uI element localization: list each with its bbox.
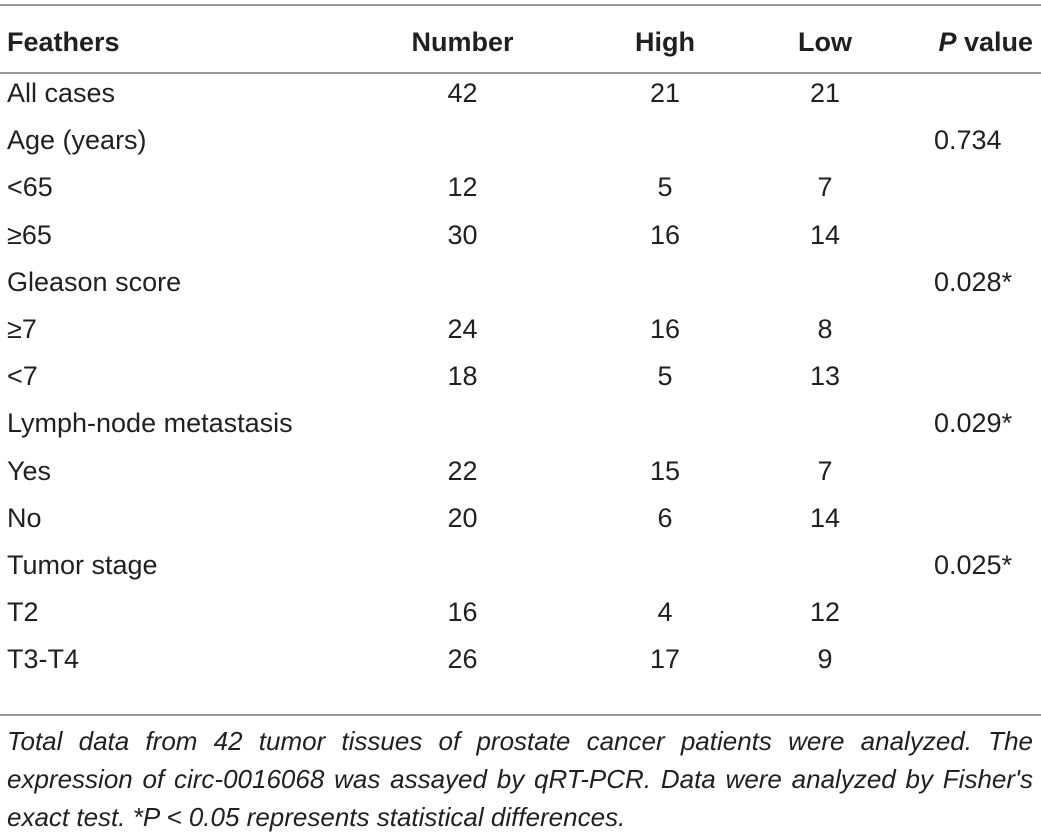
row-label: No [7, 502, 42, 533]
table-row: T3-T4 26 17 9 [0, 636, 1041, 683]
header-feathers: Feathers [7, 26, 120, 57]
p-value-cell [905, 353, 1041, 400]
number-cell: 24 [447, 314, 478, 345]
high-cell: 21 [649, 78, 681, 109]
low-cell [745, 400, 905, 447]
number-cell [340, 400, 585, 447]
high-cell: 16 [649, 219, 681, 250]
bottom-rule [0, 714, 1041, 716]
number-cell: 22 [447, 455, 478, 486]
number-cell [340, 259, 585, 306]
table-row: Age (years) 0.734 [0, 117, 1041, 164]
low-cell: 8 [817, 314, 833, 345]
row-label: T2 [7, 597, 39, 628]
number-cell [340, 117, 585, 164]
high-cell: 16 [649, 314, 681, 345]
table-row: ≥65 30 16 14 [0, 212, 1041, 259]
header-rule [0, 72, 1041, 74]
number-cell: 18 [447, 361, 478, 392]
header-number: Number [411, 26, 514, 57]
row-label: ≥65 [7, 219, 52, 250]
low-cell [745, 117, 905, 164]
table-row: Gleason score 0.028* [0, 259, 1041, 306]
header-p-word: value [956, 26, 1033, 57]
low-cell [745, 542, 905, 589]
p-value-cell [905, 589, 1041, 636]
p-value-cell: 0.028* [934, 266, 1013, 297]
header-high: High [635, 26, 695, 57]
row-label: ≥7 [7, 314, 37, 345]
high-cell [585, 259, 745, 306]
p-value-cell [905, 636, 1041, 683]
number-cell: 16 [447, 597, 478, 628]
row-label: <7 [7, 361, 38, 392]
header-low: Low [798, 26, 852, 57]
table-row: No 20 6 14 [0, 495, 1041, 542]
low-cell: 14 [809, 502, 841, 533]
p-value-cell [905, 306, 1041, 353]
top-rule [0, 4, 1041, 6]
p-value-cell [905, 495, 1041, 542]
table-row: Lymph-node metastasis 0.029* [0, 400, 1041, 447]
high-cell: 6 [657, 502, 673, 533]
row-label: Yes [7, 455, 52, 486]
row-label: All cases [7, 78, 116, 109]
table-row: <65 12 5 7 [0, 164, 1041, 211]
low-cell: 12 [809, 597, 841, 628]
number-cell: 12 [447, 172, 478, 203]
number-cell: 20 [447, 502, 478, 533]
low-cell: 7 [817, 172, 833, 203]
table-row: Tumor stage 0.025* [0, 542, 1041, 589]
table-row: T2 16 4 12 [0, 589, 1041, 636]
high-cell [585, 117, 745, 164]
high-cell [585, 400, 745, 447]
number-cell: 26 [447, 644, 478, 675]
table-row: All cases 42 21 21 [0, 66, 1041, 117]
table-row: ≥7 24 16 8 [0, 306, 1041, 353]
data-table: Feathers Number High Low P value All cas… [0, 18, 1041, 683]
p-value-cell: 0.029* [934, 408, 1013, 439]
high-cell: 5 [657, 172, 673, 203]
number-cell: 30 [447, 219, 478, 250]
row-label: Lymph-node metastasis [7, 408, 293, 439]
low-cell: 21 [809, 78, 841, 109]
row-label: Tumor stage [7, 549, 158, 580]
row-label: Gleason score [7, 266, 182, 297]
number-cell [340, 542, 585, 589]
row-label: Age (years) [7, 125, 147, 156]
high-cell: 17 [649, 644, 681, 675]
table-row: Yes 22 15 7 [0, 448, 1041, 495]
row-label: <65 [7, 172, 53, 203]
header-p-letter: P [938, 26, 957, 57]
table-header-row: Feathers Number High Low P value [0, 18, 1041, 66]
p-value-cell [905, 66, 1041, 117]
p-value-cell [905, 164, 1041, 211]
low-cell: 14 [809, 219, 841, 250]
low-cell: 7 [817, 455, 833, 486]
low-cell: 9 [817, 644, 833, 675]
p-value-cell: 0.734 [934, 125, 1002, 156]
p-value-cell: 0.025* [934, 549, 1013, 580]
low-cell [745, 259, 905, 306]
table-row: <7 18 5 13 [0, 353, 1041, 400]
table-footnote: Total data from 42 tumor tissues of pros… [7, 726, 1033, 832]
row-label: T3-T4 [7, 644, 80, 675]
p-value-cell [905, 448, 1041, 495]
high-cell: 4 [657, 597, 673, 628]
header-p-value: P value [905, 18, 1041, 66]
high-cell [585, 542, 745, 589]
number-cell: 42 [447, 78, 478, 109]
low-cell: 13 [809, 361, 841, 392]
high-cell: 15 [649, 455, 681, 486]
p-value-cell [905, 212, 1041, 259]
table-body: All cases 42 21 21 Age (years) 0.734 <65 12 5 7 ≥6… [0, 66, 1041, 683]
high-cell: 5 [657, 361, 673, 392]
